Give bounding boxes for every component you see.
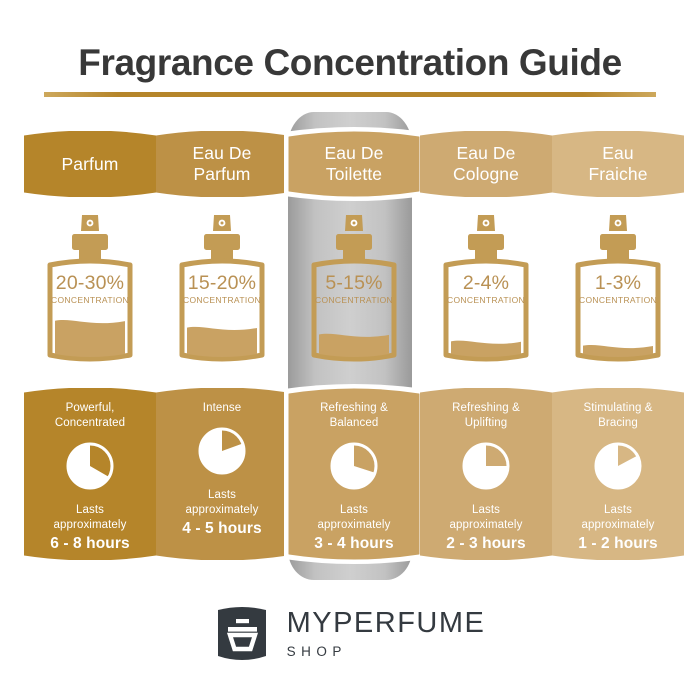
duration-value: 1 - 2 hours <box>578 534 658 552</box>
header-card-shape <box>24 131 156 197</box>
fragrance-column-eau-fraiche: Eau Fraiche 1-3% CONCE <box>552 0 684 700</box>
bottle-illustration <box>311 215 397 362</box>
header-card-shape <box>284 127 424 201</box>
lasts-label: Lasts approximately <box>185 488 259 516</box>
perfume-bottle: 5-15% CONCENTRATION <box>288 212 420 364</box>
concentration-sublabel: CONCENTRATION <box>446 295 526 305</box>
brand-wordmark: MYPERFUME SHOP <box>287 609 486 659</box>
descriptor-text: Refreshing & Balanced <box>320 402 388 429</box>
perfume-bottle: 15-20% CONCENTRATION <box>156 212 288 364</box>
bottle-illustration <box>443 215 529 362</box>
fragrance-column-eau-de-cologne: Eau De Cologne 2-4% CO <box>420 0 552 700</box>
descriptor-text: Powerful, Concentrated <box>54 402 126 429</box>
column-header-card[interactable]: Eau De Toilette <box>284 127 424 201</box>
bottle-illustration <box>179 215 265 362</box>
concentration-value: 1-3% <box>594 272 642 294</box>
duration-value: 2 - 3 hours <box>446 534 526 552</box>
concentration-sublabel: CONCENTRATION <box>314 295 394 305</box>
bottle-illustration <box>575 215 661 362</box>
descriptor-text: Stimulating & Bracing <box>583 402 653 429</box>
bottle-illustration <box>47 215 133 362</box>
header-card-shape <box>552 131 684 197</box>
column-header-label: Parfum <box>61 153 119 174</box>
fragrance-column-eau-de-parfum: Eau De Parfum 15-20% C <box>156 0 288 700</box>
longevity-pie-chart <box>594 442 642 490</box>
duration-value: 6 - 8 hours <box>50 534 130 552</box>
fragrance-column-parfum: Parfum 20-30% CONCENTR <box>24 0 156 700</box>
brand-name: MYPERFUME <box>286 607 486 640</box>
page-title: Fragrance Concentration Guide <box>78 42 622 83</box>
longevity-card[interactable]: Stimulating & Bracing Lasts approximatel… <box>552 388 684 560</box>
concentration-sublabel: CONCENTRATION <box>578 295 658 305</box>
column-header-card[interactable]: Eau De Parfum <box>156 131 288 197</box>
descriptor-text: Refreshing & Uplifting <box>452 402 520 429</box>
longevity-card[interactable]: Intense Lasts approximately 4 - 5 hours <box>156 388 288 560</box>
lasts-label: Lasts approximately <box>449 503 523 531</box>
lasts-label: Lasts approximately <box>317 503 391 531</box>
duration-value: 4 - 5 hours <box>182 519 262 537</box>
column-header-label: Eau De Cologne <box>453 143 519 184</box>
longevity-pie-chart <box>66 442 114 490</box>
duration-value: 3 - 4 hours <box>314 534 394 552</box>
descriptor-text: Intense <box>202 402 242 414</box>
column-header-card[interactable]: Parfum <box>24 131 156 197</box>
lasts-label: Lasts approximately <box>53 503 127 531</box>
column-header-label: Eau Fraiche <box>588 143 648 184</box>
column-header-card[interactable]: Eau Fraiche <box>552 131 684 197</box>
perfume-bottle: 2-4% CONCENTRATION <box>420 212 552 364</box>
longevity-pie-chart <box>198 427 246 475</box>
concentration-value: 20-30% <box>55 272 125 294</box>
fragrance-column-eau-de-toilette: Eau De Toilette 5-15% <box>284 0 424 700</box>
concentration-value: 5-15% <box>325 272 383 294</box>
column-header-label: Eau De Parfum <box>192 143 252 184</box>
longevity-pie-chart <box>330 442 378 490</box>
concentration-sublabel: CONCENTRATION <box>182 295 262 305</box>
concentration-sublabel: CONCENTRATION <box>50 295 130 305</box>
title-divider <box>44 92 656 97</box>
longevity-card[interactable]: Refreshing & Uplifting Lasts approximate… <box>420 388 552 560</box>
footer-branding: MYPERFUME SHOP <box>0 598 700 670</box>
column-header-label: Eau De Toilette <box>324 143 384 184</box>
myperfume-logo-icon <box>217 607 266 660</box>
concentration-value: 15-20% <box>187 272 257 294</box>
lasts-label: Lasts approximately <box>581 503 655 531</box>
brand-subtitle: SHOP <box>286 644 347 660</box>
longevity-card[interactable]: Powerful, Concentrated Lasts approximate… <box>24 388 156 560</box>
column-header-card[interactable]: Eau De Cologne <box>420 131 552 197</box>
concentration-value: 2-4% <box>462 272 510 294</box>
header-card-shape <box>156 131 288 197</box>
perfume-bottle: 1-3% CONCENTRATION <box>552 212 684 364</box>
perfume-bottle: 20-30% CONCENTRATION <box>24 212 156 364</box>
longevity-pie-chart <box>462 442 510 490</box>
header-card-shape <box>420 131 552 197</box>
longevity-card[interactable]: Refreshing & Balanced Lasts approximatel… <box>284 384 424 564</box>
